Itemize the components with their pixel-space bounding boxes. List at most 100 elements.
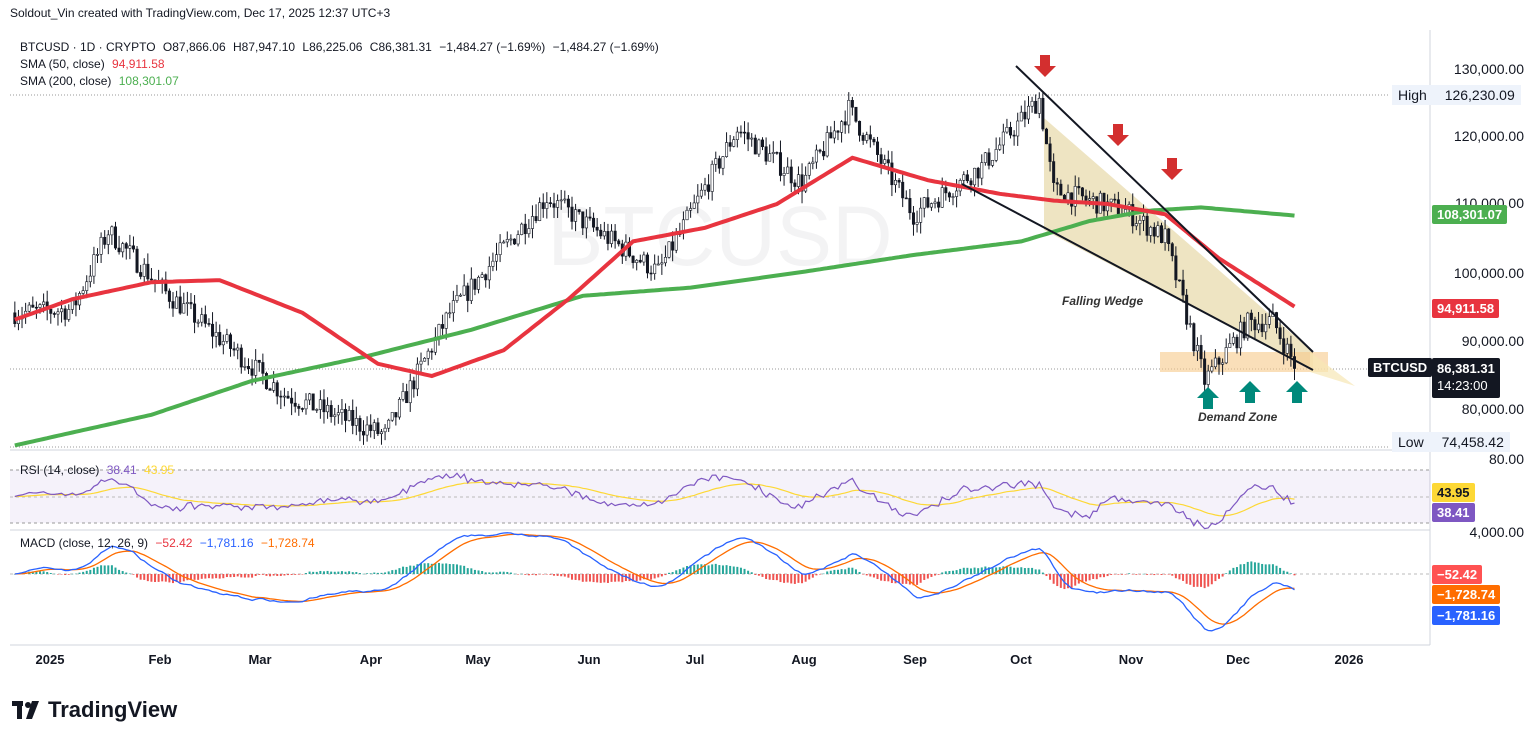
macd-hist-bar (1239, 564, 1242, 574)
candle-body (1249, 312, 1253, 320)
macd-hist-bar (391, 570, 394, 574)
candle-body (246, 366, 250, 370)
macd-hist-bar (1149, 574, 1152, 575)
macd-hist-bar (689, 565, 692, 574)
macd-hist-bar (294, 574, 297, 575)
tradingview-logo-icon (12, 701, 39, 719)
macd-hist-bar (304, 573, 307, 574)
macd-hist-bar (251, 574, 254, 578)
macd-hist-bar (603, 574, 606, 583)
tradingview-logo[interactable]: TradingView (12, 697, 177, 723)
macd-hist-bar (1160, 574, 1163, 575)
candle-body (879, 154, 883, 164)
macd-hist-bar (732, 566, 735, 574)
macd-hist-bar (829, 570, 832, 574)
candle-body (1059, 183, 1063, 196)
macd-hist-bar (707, 565, 710, 574)
macd-hist-bar (376, 572, 379, 574)
macd-hist-bar (445, 563, 448, 574)
candle-body (175, 296, 179, 309)
macd-hist-bar (801, 574, 804, 584)
macd-hist-bar (265, 574, 268, 576)
macd-hist-bar (261, 574, 264, 575)
candle-body (60, 308, 64, 313)
candle-body (106, 234, 110, 245)
macd-hist-bar (1113, 574, 1116, 575)
macd-hist-bar (416, 564, 419, 574)
macd-hist-bar (1142, 573, 1145, 575)
macd-hist-bar (1092, 574, 1095, 580)
macd-hist-bar (179, 574, 182, 583)
macd-line (14, 532, 1295, 632)
macd-hist-bar (1286, 571, 1289, 574)
macd-hist-bar (484, 572, 487, 574)
candle-body (717, 158, 721, 169)
price-tick-130000: 130,000.00 (1453, 61, 1524, 77)
candle-body (1163, 228, 1167, 243)
candle-body (1030, 100, 1034, 107)
macd-hist-bar (671, 572, 674, 574)
macd-hist-bar (258, 574, 261, 575)
macd-hist-bar (247, 574, 250, 578)
demand-zone-label: Demand Zone (1198, 410, 1278, 424)
candle-body (311, 393, 315, 411)
macd-hist-bar (1210, 574, 1213, 585)
candle-body (1213, 357, 1217, 368)
macd-hist-bar (1041, 572, 1044, 574)
rsi-legend[interactable]: RSI (14, close) 38.41 43.95 (20, 463, 178, 477)
candle-body (584, 216, 588, 229)
macd-hist-bar (509, 572, 512, 574)
down-arrow-3 (1161, 158, 1183, 180)
macd-hist-bar (646, 574, 649, 580)
candle-body (300, 408, 304, 410)
macd-hist-bar (887, 574, 890, 582)
candle-body (279, 395, 283, 398)
candle-body (1113, 198, 1117, 201)
macd-hist-bar (290, 574, 293, 575)
macd-hist-bar (768, 574, 771, 580)
macd-hist-bar (358, 572, 361, 574)
macd-hist-bar (1020, 567, 1023, 574)
macd-hist-bar (340, 571, 343, 574)
symbol-legend[interactable]: BTCUSD · 1D · CRYPTO O87,866.06 H87,947.… (20, 40, 663, 54)
macd-hist-bar (962, 567, 965, 574)
sma200-legend[interactable]: SMA (200, close) 108,301.07 (20, 74, 183, 88)
macd-hist-bar (1146, 574, 1149, 575)
high-label: High (1398, 87, 1427, 103)
candle-body (663, 256, 667, 264)
macd-legend[interactable]: MACD (close, 12, 26, 9) −52.42 −1,781.16… (20, 536, 319, 550)
rsi-ma-line (14, 481, 1295, 517)
candle-body (1228, 343, 1232, 348)
candle-body (430, 350, 434, 353)
macd-hist-bar (520, 573, 523, 575)
macd-hist-bar (1192, 574, 1195, 587)
macd-hist-bar (703, 564, 706, 574)
up-arrow-1 (1197, 387, 1219, 409)
candle-body (1188, 323, 1192, 325)
candle-body (67, 309, 71, 320)
candle-body (645, 254, 649, 274)
macd-hist-bar (1214, 574, 1217, 582)
candle-body (196, 321, 200, 324)
macd-hist-bar (1246, 561, 1249, 574)
sma50-legend[interactable]: SMA (50, close) 94,911.58 (20, 57, 169, 71)
macd-tag: −1,781.16 (1432, 606, 1501, 625)
macd-hist-bar (883, 574, 886, 582)
macd-hist-bar (650, 574, 653, 580)
candle-body (944, 187, 948, 194)
macd-hist-bar (836, 569, 839, 574)
candle-body (1289, 343, 1293, 357)
macd-hist-bar (937, 574, 940, 575)
macd-hist-bar (1250, 561, 1253, 574)
macd-hist-bar (1156, 574, 1159, 575)
price-chart[interactable]: BTCUSD (0, 0, 1536, 680)
candle-body (725, 142, 729, 157)
candle-body (1023, 111, 1027, 120)
macd-hist-bar (189, 574, 192, 580)
macd-hist-bar (725, 565, 728, 574)
candle-body (326, 405, 330, 413)
macd-hist-bar (481, 571, 484, 574)
candle-body (1055, 182, 1059, 185)
candle-body (415, 363, 419, 390)
candle-body (832, 130, 836, 139)
